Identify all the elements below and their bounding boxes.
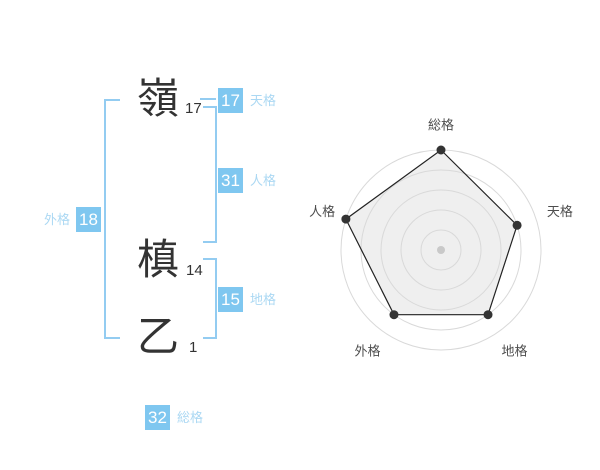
radar-point [483,310,493,320]
kanji-char-3: 乙 [136,313,179,360]
gaikaku-bracket [104,99,120,339]
radar-ring [380,189,502,311]
radar-axis-label: 天格 [547,204,573,219]
gaikaku-label: 外格 [43,212,70,227]
radar-point [436,145,446,155]
kanji-char-2: 槙 [136,236,179,283]
radar-axis-label: 地格 [501,344,527,359]
stroke-count-2: 14 [186,262,203,279]
radar-point [512,220,522,230]
radar-point [341,214,351,224]
radar-axis-label: 人格 [309,204,335,219]
tenkaku-badge: 17 [218,88,243,113]
stroke-count-1: 17 [185,100,202,117]
gaikaku-badge: 18 [76,207,101,232]
chikaku-badge: 15 [218,287,243,312]
jinkaku-badge: 31 [218,168,243,193]
stroke-count-3: 1 [189,339,198,356]
radar-point [389,310,399,320]
jinkaku-bracket [203,106,217,243]
radar-axis-label: 外格 [354,344,380,359]
jinkaku-label: 人格 [250,173,277,188]
radar-ring [420,229,462,271]
chikaku-bracket [203,258,217,339]
radar-axis-label: 総格 [428,118,454,133]
radar-outline [345,149,518,316]
radar-center-dot [437,246,445,254]
tenkaku-label: 天格 [250,93,277,108]
chikaku-label: 地格 [250,292,277,307]
soukaku-badge: 32 [145,405,170,430]
soukaku-label: 総格 [177,410,204,425]
tenkaku-connector [200,98,216,100]
radar-ring [400,209,482,291]
kanji-char-1: 嶺 [136,75,179,122]
